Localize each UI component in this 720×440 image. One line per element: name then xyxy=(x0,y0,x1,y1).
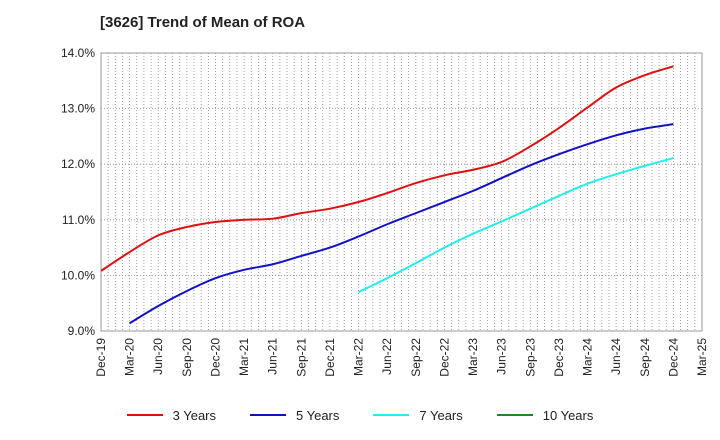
legend-swatch xyxy=(126,414,163,416)
legend-swatch xyxy=(250,414,286,416)
y-tick-label: 14.0% xyxy=(61,46,95,60)
series-line-3-years xyxy=(100,65,674,272)
x-tick-label: Dec-24 xyxy=(666,338,680,377)
y-tick-label: 12.0% xyxy=(61,157,95,171)
x-tick-label: Jun-24 xyxy=(609,338,623,375)
y-tick-label: 9.0% xyxy=(68,324,96,338)
y-tick-labels: 9.0% 10.0% 11.0% 12.0% 13.0% 14.0% xyxy=(61,46,95,338)
x-tick-label: Sep-24 xyxy=(638,338,652,377)
x-tick-label: Sep-23 xyxy=(523,338,537,377)
x-tick-label: Mar-24 xyxy=(581,338,595,376)
x-tick-label: Dec-20 xyxy=(208,338,222,377)
x-tick-label: Dec-22 xyxy=(437,338,451,377)
legend-label: 5 Years xyxy=(296,407,340,423)
x-tick-label: Dec-21 xyxy=(323,338,337,377)
x-tick-label: Mar-21 xyxy=(237,338,251,376)
legend-item: 7 Years xyxy=(373,407,463,423)
legend: 3 Years 5 Years 7 Years 10 Years xyxy=(0,405,720,425)
x-tick-label: Mar-23 xyxy=(466,338,480,376)
legend-label: 3 Years xyxy=(172,407,216,423)
plot-frame xyxy=(100,52,703,332)
x-tick-label: Jun-23 xyxy=(495,338,509,375)
legend-label: 7 Years xyxy=(419,407,463,423)
x-tick-label: Mar-22 xyxy=(352,338,366,376)
x-tick-label: Dec-19 xyxy=(94,338,108,377)
x-tick-label: Jun-20 xyxy=(151,338,165,375)
x-tick-label: Jun-21 xyxy=(266,338,280,375)
x-tick-label: Dec-23 xyxy=(552,338,566,377)
y-tick-label: 10.0% xyxy=(61,268,95,282)
x-tick-label: Sep-22 xyxy=(409,338,423,377)
legend-swatch xyxy=(496,414,533,416)
x-tick-label: Sep-21 xyxy=(294,338,308,377)
grid xyxy=(101,53,702,331)
legend-item: 5 Years xyxy=(250,408,339,423)
series-line-7-years xyxy=(358,157,674,293)
legend-swatch xyxy=(373,414,410,416)
x-tick-label: Mar-20 xyxy=(123,338,137,376)
series-lines xyxy=(100,65,674,325)
y-tick-label: 11.0% xyxy=(62,213,95,227)
y-tick-label: 13.0% xyxy=(61,102,95,116)
x-tick-label: Sep-20 xyxy=(180,338,194,377)
legend-item: 3 Years xyxy=(126,407,216,423)
legend-label: 10 Years xyxy=(542,407,594,423)
x-tick-labels: Dec-19 Mar-20 Jun-20 Sep-20 Dec-20 Mar-21 Jun-… xyxy=(94,338,709,377)
chart-title: [3626] Trend of Mean of ROA xyxy=(100,14,306,31)
x-tick-label: Jun-22 xyxy=(380,338,394,375)
x-tick-label: Mar-25 xyxy=(695,338,709,376)
legend-item: 10 Years xyxy=(496,407,594,423)
series-line-5-years xyxy=(129,123,674,325)
